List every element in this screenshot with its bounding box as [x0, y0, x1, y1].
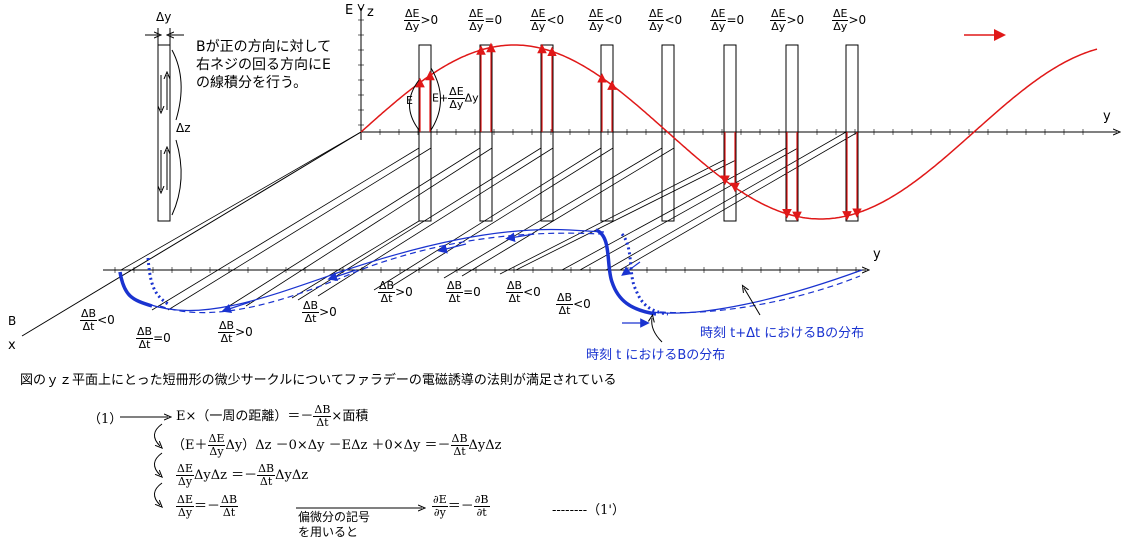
e-field-arrows	[415, 42, 862, 222]
e-left-brace	[409, 79, 420, 131]
strip-loop	[600, 44, 614, 222]
diagonal-connector	[120, 131, 362, 271]
db-dt-condition: ΔB Δt =0	[446, 279, 481, 305]
diagonal-connector	[291, 220, 420, 299]
figure-caption: 図のｙｚ平面上にとった短冊形の微少サークルについてファラデーの電磁誘導の法則が満…	[20, 373, 617, 388]
partial-note-line: 偏微分の記号	[298, 510, 371, 524]
b-field-arrow	[221, 301, 251, 314]
diagonal-connector	[245, 147, 493, 307]
diagonal-connector	[515, 159, 737, 271]
db-dt-condition: ΔB Δt >0	[302, 299, 337, 325]
partial-note: 偏微分の記号 を用いると	[298, 510, 370, 540]
db-dt-condition: ΔB Δt <0	[506, 279, 541, 305]
b-field-arrow	[327, 269, 357, 282]
b-field-arrow	[621, 261, 641, 276]
equation-5: ∂E ∂y ＝－ ∂B ∂t	[432, 493, 490, 519]
de-dy-condition: ΔE Δy =0	[468, 7, 503, 33]
diagonal-connector	[605, 131, 847, 271]
x-axis	[21, 131, 362, 337]
b-axis-label: B	[8, 314, 17, 328]
dz-label: Δz	[176, 121, 191, 135]
db-dt-condition: ΔB Δt <0	[556, 291, 591, 317]
diagonal-connector	[579, 147, 799, 271]
x-axis-label: x	[8, 338, 16, 353]
z-axis-label: z	[367, 5, 374, 20]
b-field-arrow	[437, 243, 467, 254]
db-dt-condition: ΔB Δt >0	[218, 319, 253, 345]
dy-label: Δy	[156, 10, 172, 24]
strip-loop	[540, 44, 554, 222]
diagonal-connector	[225, 147, 481, 309]
step-arrow-3	[154, 482, 162, 505]
strip-loop	[479, 44, 493, 222]
equation-3: ΔE Δy ΔyΔz ＝－ ΔB Δt ΔyΔz	[176, 462, 309, 488]
db-dt-condition: ΔB Δt >0	[378, 279, 413, 305]
bottom-y-label: y	[873, 247, 881, 262]
step-arrow-1	[154, 423, 162, 446]
diagonal-connector	[499, 159, 725, 275]
e-left-label: E	[406, 94, 413, 107]
legend-pointer-now	[652, 318, 663, 343]
strip-loop	[418, 44, 432, 222]
e-right-label: E+ ΔE Δy Δy	[432, 85, 479, 111]
de-dy-condition: ΔE Δy >0	[832, 7, 867, 33]
diagonal-connector	[167, 147, 432, 311]
rule-note-line: の線積分を行う。	[196, 75, 308, 91]
rule-note: Bが正の方向に対して 右ネジの回る方向にE の線積分を行う。	[196, 38, 331, 92]
rule-note-line: 右ネジの回る方向にE	[196, 57, 331, 73]
diagonal-connector	[461, 147, 675, 277]
diagonal-connector	[619, 131, 859, 271]
de-dy-condition: ΔE Δy <0	[648, 7, 683, 33]
de-dy-condition: ΔE Δy >0	[770, 7, 805, 33]
equation-4: ΔE Δy ＝－ ΔB Δt	[176, 493, 239, 519]
diagonal-connector	[297, 147, 542, 301]
de-dy-condition: ΔE Δy =0	[710, 7, 745, 33]
de-dy-condition: ΔE Δy >0	[404, 7, 439, 33]
strip-loops	[418, 44, 859, 222]
equation-2: （E＋ ΔE Δy Δy）Δz －0×Δy －EΔz ＋0×Δy ＝－ ΔB Δt ΔyΔz	[172, 432, 502, 458]
partial-note-line: を用いると	[298, 525, 359, 539]
b-field-dotted-right	[620, 233, 669, 316]
strip-loop	[845, 44, 859, 222]
strip-loop	[661, 44, 675, 222]
b-field-wave-t-dt	[159, 232, 861, 314]
b-field-arrows	[221, 232, 641, 314]
step-arrow-2	[154, 452, 162, 475]
diagonal-connector	[373, 147, 602, 291]
strip-loop	[723, 44, 737, 222]
strip-loop	[785, 44, 799, 222]
equation-1: E×（一周の距離）＝－ ΔB Δt ×面積	[176, 403, 369, 429]
e-axis-ticks	[358, 19, 364, 126]
e-right-brace	[430, 67, 441, 131]
rule-note-line: Bが正の方向に対して	[196, 39, 332, 55]
eq-label-2: --------（1'）	[552, 503, 625, 518]
de-dy-condition: ΔE Δy <0	[588, 7, 623, 33]
left-strip	[145, 28, 184, 222]
diagonal-connector	[151, 147, 420, 311]
e-axis-label: E	[345, 3, 354, 18]
db-dt-condition: ΔB Δt =0	[136, 325, 171, 351]
b-field-thick-right	[595, 228, 657, 316]
db-dt-condition: ΔB Δt <0	[80, 307, 115, 333]
diagonal-connector	[317, 147, 554, 297]
legend-now: 時刻 t におけるBの分布	[586, 348, 726, 363]
top-y-label: y	[1103, 109, 1111, 124]
eq-label-1: （1）	[88, 412, 123, 427]
de-dy-condition: ΔE Δy <0	[530, 7, 565, 33]
legend-pointer-later	[744, 288, 761, 316]
b-field-dotted-left	[146, 257, 169, 306]
legend-later: 時刻 t+Δt におけるBの分布	[700, 326, 865, 341]
b-field-thick-left	[118, 271, 153, 308]
diagonal-connector	[391, 147, 614, 287]
b-field-arrow	[505, 232, 535, 242]
